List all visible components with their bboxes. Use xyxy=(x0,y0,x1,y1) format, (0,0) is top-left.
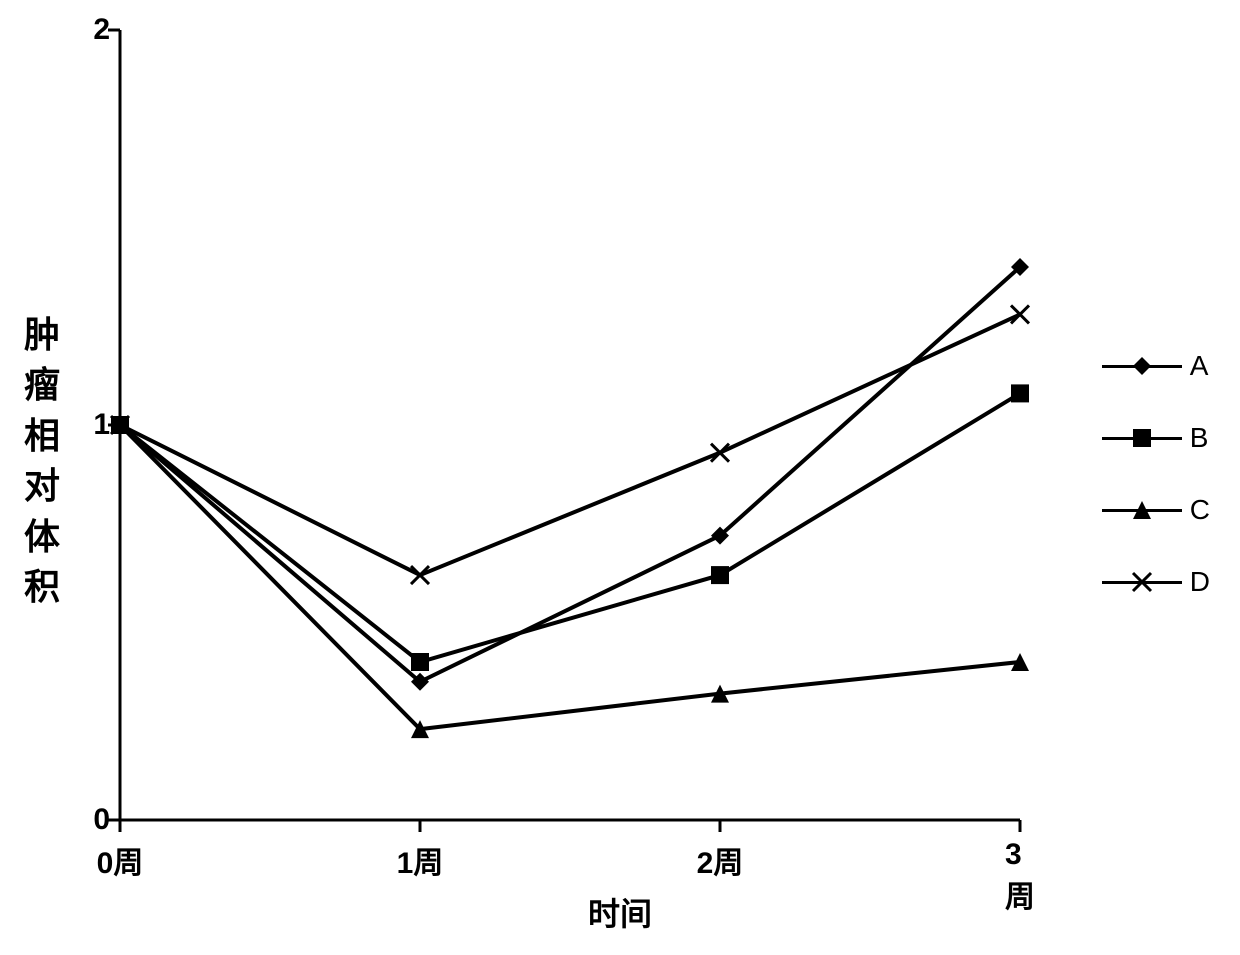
legend-item: A xyxy=(1102,350,1210,382)
x-axis-label: 时间 xyxy=(588,889,652,935)
legend-item: B xyxy=(1102,422,1210,454)
y-tick-labels: 012 xyxy=(100,30,120,820)
legend-label: B xyxy=(1190,422,1209,454)
chart-container: 肿瘤相对体积 012 0周1周2周3周 时间 ABCD xyxy=(0,0,1240,955)
legend-item: D xyxy=(1102,566,1210,598)
legend-marker xyxy=(1102,428,1182,448)
y-axis-label-char: 相 xyxy=(12,411,72,461)
x-tick-label: 1周 xyxy=(397,838,444,882)
x-tick-label: 0周 xyxy=(97,838,144,882)
chart-svg xyxy=(110,20,1030,840)
y-axis-label-char: 体 xyxy=(12,512,72,562)
y-axis-label-char: 瘤 xyxy=(12,360,72,410)
legend: A B C D xyxy=(1102,350,1210,638)
y-axis-label-char: 积 xyxy=(12,562,72,612)
y-axis-label-char: 对 xyxy=(12,461,72,511)
y-tick-label: 1 xyxy=(93,408,110,442)
legend-marker xyxy=(1102,572,1182,592)
legend-label: C xyxy=(1190,494,1210,526)
y-tick-label: 0 xyxy=(93,803,110,837)
y-axis-label: 肿瘤相对体积 xyxy=(12,310,72,612)
legend-marker xyxy=(1102,356,1182,376)
plot-area: 012 0周1周2周3周 xyxy=(120,30,1020,820)
legend-label: D xyxy=(1190,566,1210,598)
x-tick-label: 3周 xyxy=(1005,838,1035,916)
y-tick-label: 2 xyxy=(93,13,110,47)
x-tick-labels: 0周1周2周3周 xyxy=(120,830,1020,870)
legend-item: C xyxy=(1102,494,1210,526)
x-tick-label: 2周 xyxy=(697,838,744,882)
legend-marker xyxy=(1102,500,1182,520)
y-axis-label-char: 肿 xyxy=(12,310,72,360)
legend-label: A xyxy=(1190,350,1209,382)
